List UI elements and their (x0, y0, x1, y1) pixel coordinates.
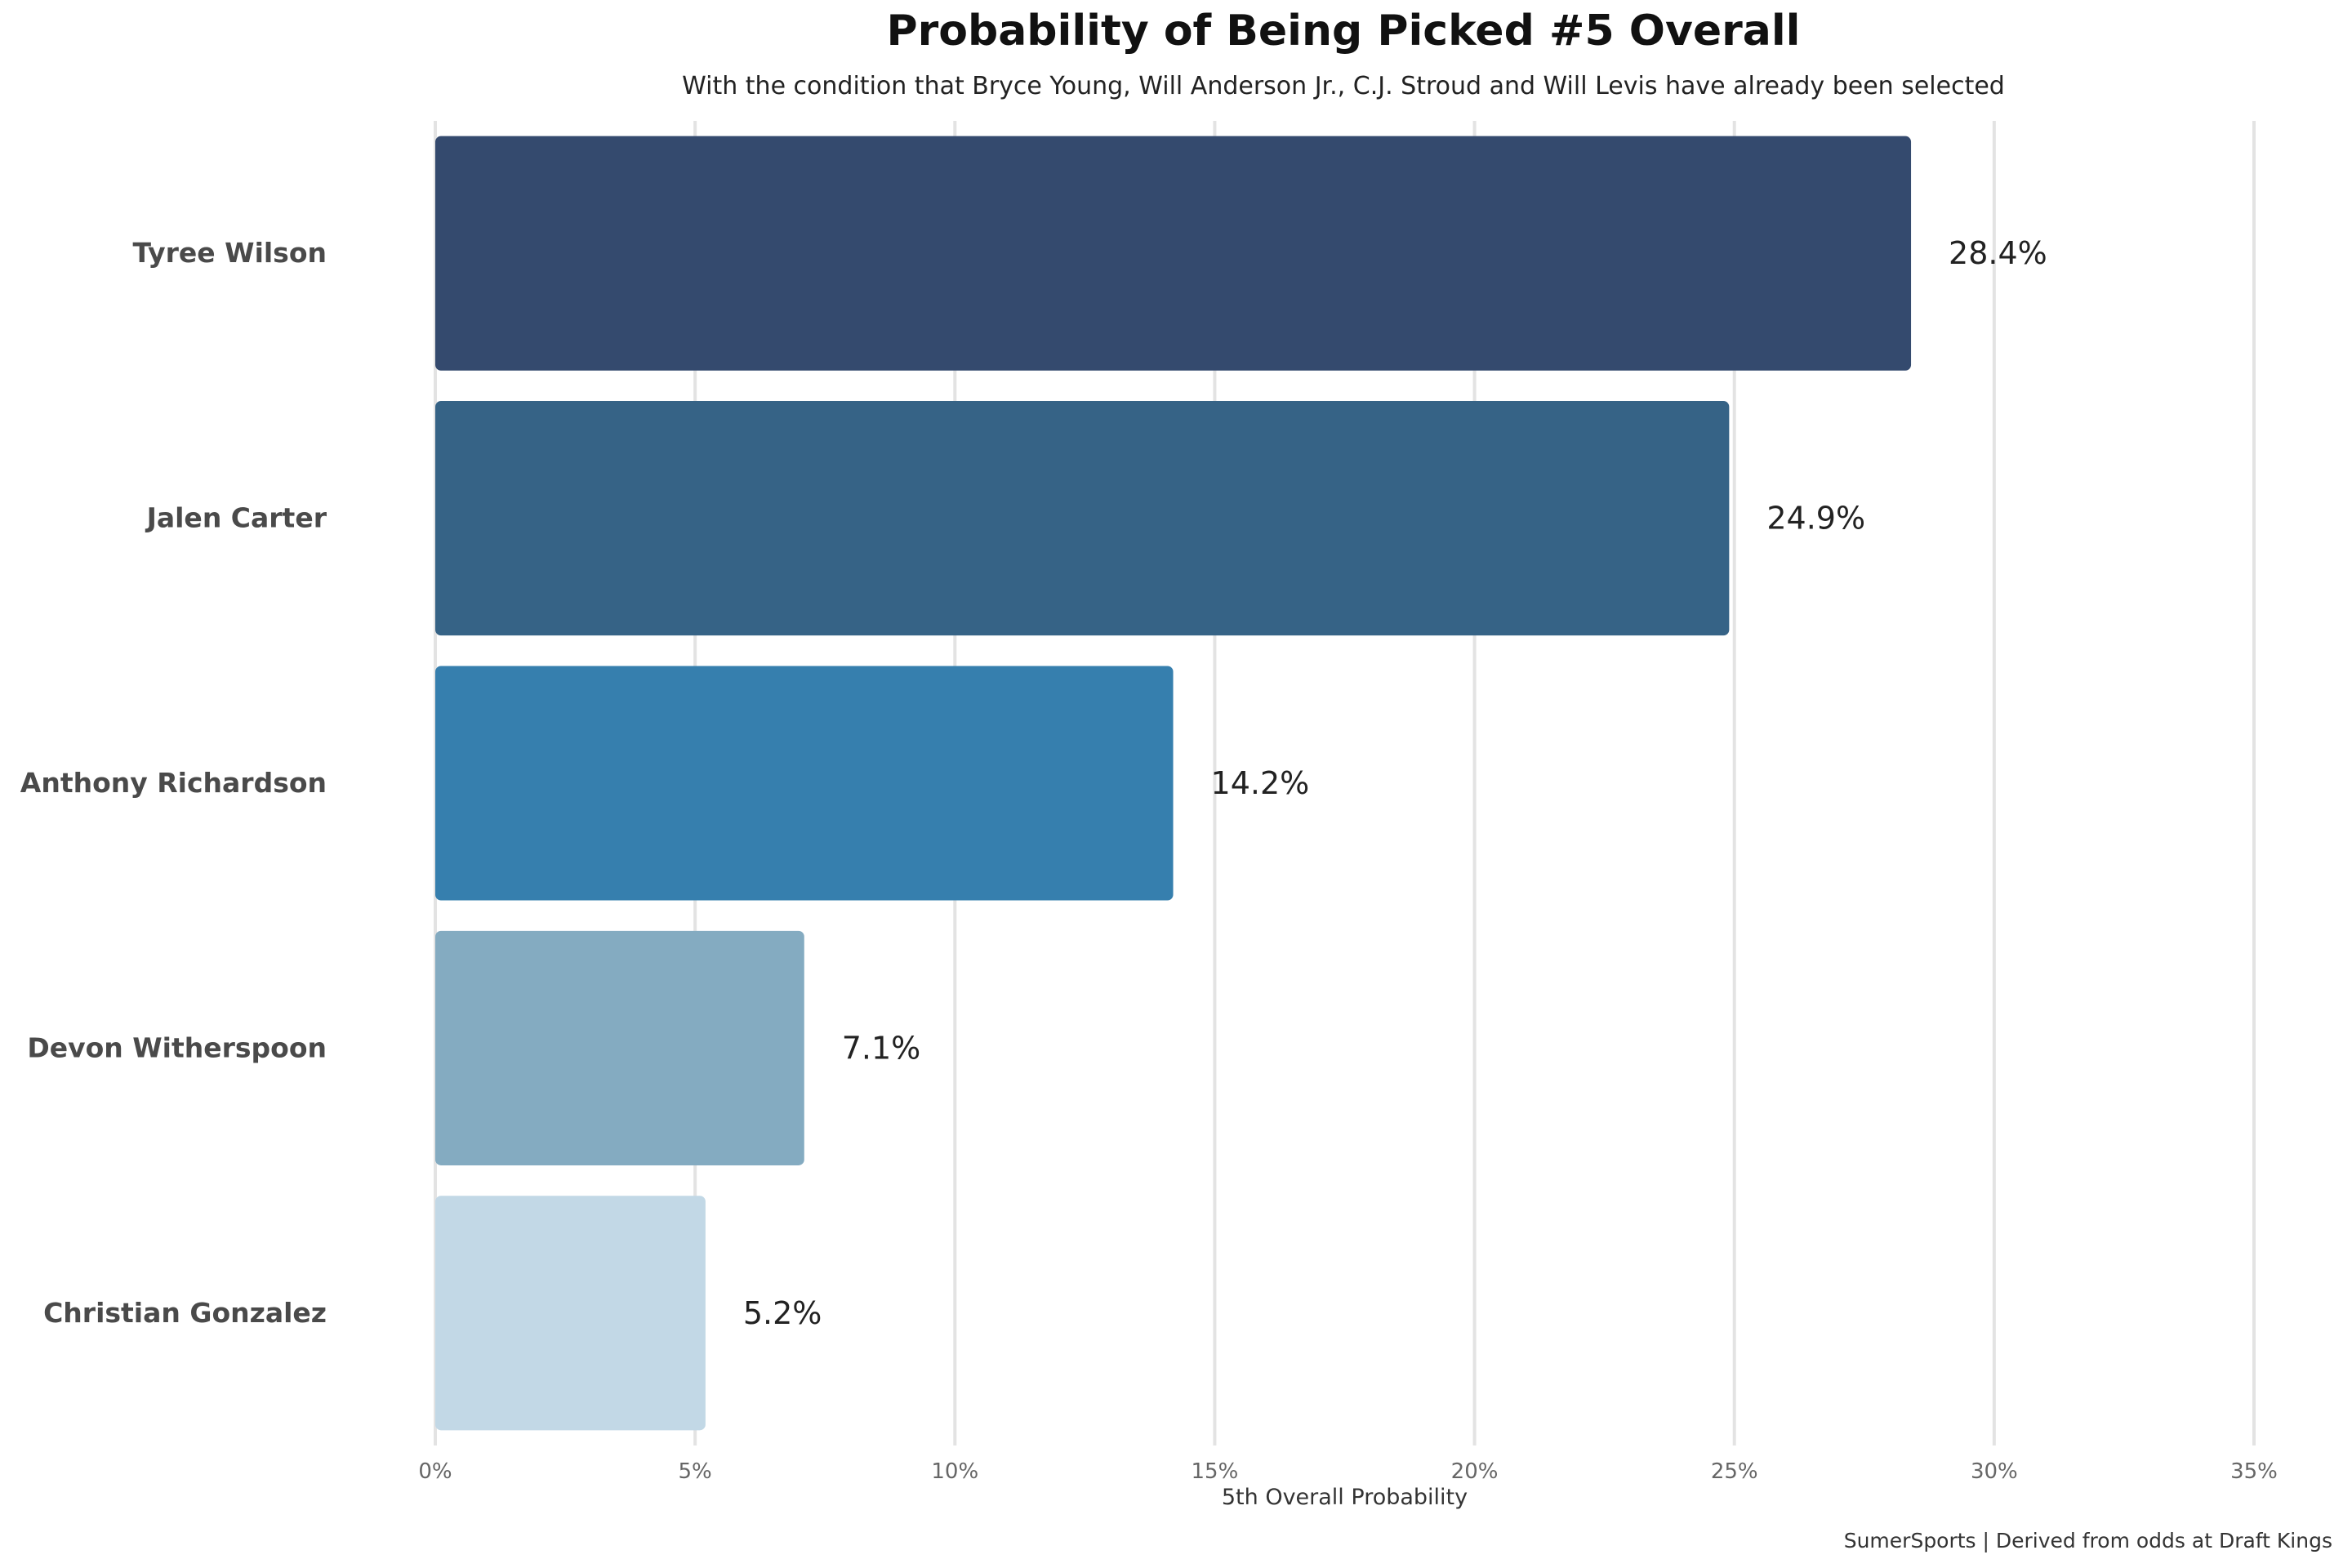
x-tick-label: 10% (931, 1459, 978, 1484)
x-tick-label: 15% (1192, 1459, 1239, 1484)
chart-subtitle: With the condition that Bryce Young, Wil… (682, 72, 2005, 100)
bar (435, 136, 1912, 371)
x-tick-label: 0% (418, 1459, 452, 1484)
bar (435, 401, 1730, 636)
y-category-label: Anthony Richardson (20, 767, 327, 799)
bar (435, 1196, 706, 1431)
y-category-label: Jalen Carter (145, 502, 327, 534)
y-category-label: Christian Gonzalez (43, 1297, 327, 1329)
value-label: 5.2% (743, 1295, 822, 1331)
y-axis-labels: Tyree Wilson Jalen Carter Anthony Richards… (20, 237, 327, 1329)
value-label: 28.4% (1949, 235, 2047, 271)
x-tick-label: 35% (2230, 1459, 2278, 1484)
y-category-label: Devon Witherspoon (27, 1031, 327, 1063)
value-labels: 28.4% 24.9% 14.2% 7.1% 5.2% (743, 235, 2047, 1331)
x-tick-label: 25% (1711, 1459, 1758, 1484)
x-axis-title: 5th Overall Probability (1222, 1485, 1468, 1510)
x-tick-label: 30% (1971, 1459, 2018, 1484)
bar (435, 666, 1174, 901)
y-category-label: Tyree Wilson (133, 237, 327, 269)
x-tick-label: 5% (679, 1459, 712, 1484)
bar (435, 930, 804, 1165)
x-axis-ticks: 0% 5% 10% 15% 20% 25% 30% 35% (418, 1459, 2278, 1484)
x-tick-label: 20% (1451, 1459, 1499, 1484)
bars (435, 136, 1912, 1431)
source-caption: SumerSports | Derived from odds at Draft… (1843, 1529, 2332, 1552)
value-label: 14.2% (1211, 765, 1310, 801)
value-label: 24.9% (1766, 501, 1865, 537)
value-label: 7.1% (842, 1030, 921, 1066)
chart-title: Probability of Being Picked #5 Overall (886, 7, 1801, 56)
